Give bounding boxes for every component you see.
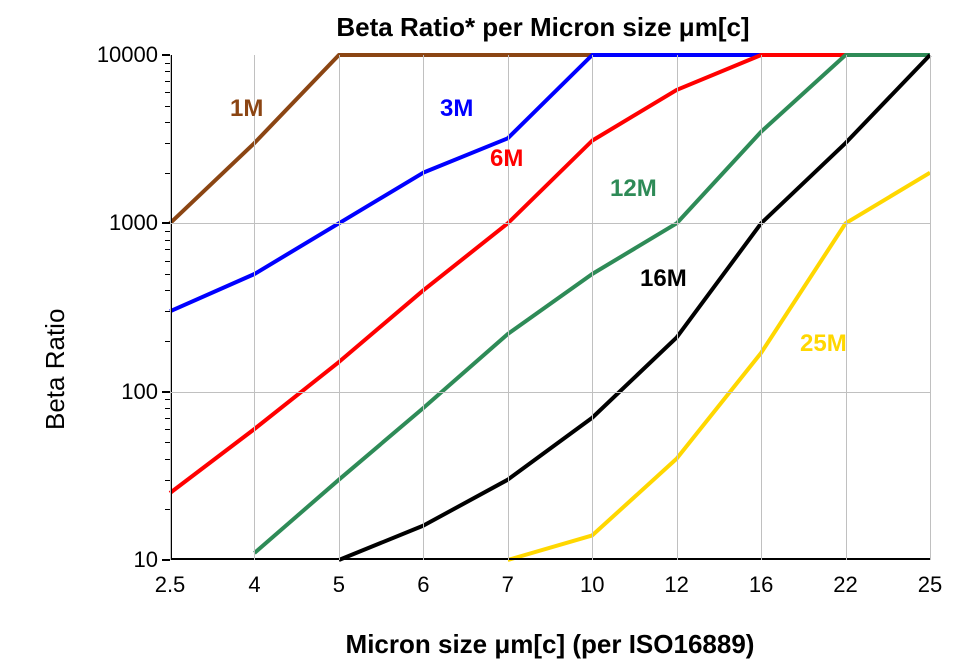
gridline-vertical bbox=[339, 55, 340, 560]
y-minor-tick bbox=[165, 274, 170, 275]
gridline-vertical bbox=[930, 55, 931, 560]
chart-container: Beta Ratio* per Micron size μm[c] Beta R… bbox=[0, 0, 966, 662]
chart-title-text: Beta Ratio* per Micron size μm[c] bbox=[336, 12, 749, 42]
y-minor-tick bbox=[165, 399, 170, 400]
x-tick-label: 25 bbox=[918, 572, 942, 598]
x-tick-label: 10 bbox=[580, 572, 604, 598]
series-label-12m: 12M bbox=[610, 175, 657, 203]
series-label-16m: 16M bbox=[640, 265, 687, 293]
y-minor-tick bbox=[165, 429, 170, 430]
y-minor-tick bbox=[165, 249, 170, 250]
y-minor-tick bbox=[165, 509, 170, 510]
series-label-3m: 3M bbox=[440, 95, 473, 123]
y-minor-tick bbox=[165, 122, 170, 123]
series-line-6m bbox=[170, 55, 930, 493]
y-minor-tick bbox=[165, 81, 170, 82]
plot-area bbox=[170, 55, 930, 560]
y-minor-tick bbox=[165, 459, 170, 460]
series-label-1m: 1M bbox=[230, 95, 263, 123]
y-minor-tick bbox=[165, 71, 170, 72]
y-minor-tick bbox=[165, 480, 170, 481]
gridline-vertical bbox=[254, 55, 255, 560]
gridline-vertical bbox=[423, 55, 424, 560]
y-minor-tick bbox=[165, 341, 170, 342]
y-minor-tick bbox=[165, 63, 170, 64]
x-tick-label: 7 bbox=[502, 572, 514, 598]
x-tick-label: 4 bbox=[248, 572, 260, 598]
x-axis-title: Micron size μm[c] (per ISO16889) bbox=[170, 629, 930, 660]
y-tick-mark bbox=[162, 559, 170, 561]
gridline-vertical bbox=[508, 55, 509, 560]
y-tick-mark bbox=[162, 391, 170, 393]
y-minor-tick bbox=[165, 442, 170, 443]
series-line-16m bbox=[339, 55, 930, 560]
series-line-25m bbox=[508, 173, 930, 560]
y-minor-tick bbox=[165, 290, 170, 291]
x-tick-label: 5 bbox=[333, 572, 345, 598]
x-tick-label: 16 bbox=[749, 572, 773, 598]
gridline-horizontal bbox=[170, 223, 930, 224]
y-minor-tick bbox=[165, 240, 170, 241]
gridline-vertical bbox=[677, 55, 678, 560]
y-axis-title: Beta Ratio bbox=[40, 309, 71, 430]
gridline-vertical bbox=[846, 55, 847, 560]
gridline-horizontal bbox=[170, 392, 930, 393]
gridline-vertical bbox=[170, 55, 171, 560]
y-tick-label: 100 bbox=[121, 379, 158, 405]
series-label-25m: 25M bbox=[800, 330, 847, 358]
x-tick-label: 2.5 bbox=[155, 572, 186, 598]
x-tick-label: 12 bbox=[664, 572, 688, 598]
y-tick-mark bbox=[162, 54, 170, 56]
y-minor-tick bbox=[165, 231, 170, 232]
gridline-vertical bbox=[761, 55, 762, 560]
x-tick-label: 6 bbox=[417, 572, 429, 598]
y-minor-tick bbox=[165, 173, 170, 174]
chart-lines bbox=[170, 55, 930, 560]
y-minor-tick bbox=[165, 106, 170, 107]
y-tick-label: 10000 bbox=[97, 42, 158, 68]
y-minor-tick bbox=[165, 418, 170, 419]
y-tick-mark bbox=[162, 222, 170, 224]
x-tick-label: 22 bbox=[833, 572, 857, 598]
gridline-vertical bbox=[592, 55, 593, 560]
y-tick-label: 10 bbox=[134, 547, 158, 573]
y-minor-tick bbox=[165, 408, 170, 409]
series-label-6m: 6M bbox=[490, 145, 523, 173]
y-minor-tick bbox=[165, 92, 170, 93]
y-minor-tick bbox=[165, 261, 170, 262]
y-tick-label: 1000 bbox=[109, 210, 158, 236]
y-minor-tick bbox=[165, 143, 170, 144]
y-minor-tick bbox=[165, 311, 170, 312]
chart-title: Beta Ratio* per Micron size μm[c] bbox=[0, 12, 966, 43]
